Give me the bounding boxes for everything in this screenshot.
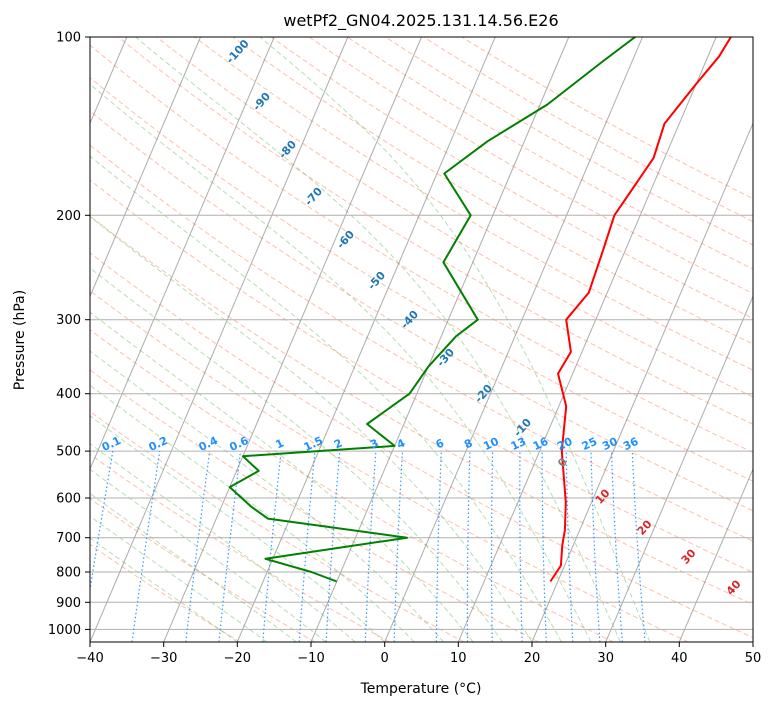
moist-adiabat (90, 155, 562, 642)
moist-adiabat (90, 443, 356, 642)
y-tick-label: 200 (56, 209, 81, 224)
moist-adiabat (90, 83, 592, 642)
isotherm-line (457, 37, 717, 642)
mixing-ratio-label: 25 (580, 435, 599, 453)
mixing-ratio-line (218, 451, 242, 642)
x-tick-label: 10 (450, 651, 467, 666)
dry-adiabat (90, 498, 315, 642)
y-tick-label: 700 (56, 531, 81, 546)
isotherm-line (605, 295, 753, 642)
moist-adiabat (90, 267, 503, 642)
isotherm-line (90, 37, 201, 298)
x-tick-label: 0 (381, 651, 389, 666)
moist-adiabat (90, 350, 444, 642)
y-axis-label: Pressure (hPa) (12, 290, 28, 390)
x-axis-label: Temperature (°C) (360, 681, 482, 697)
y-tick-label: 400 (56, 387, 81, 402)
mixing-ratio-label: 20 (555, 435, 575, 453)
mixing-ratio-line (90, 450, 114, 594)
dry-adiabat (90, 144, 753, 542)
x-tick-label: −40 (76, 651, 103, 666)
dry-adiabat (156, 37, 753, 398)
plot-area: 0.1 0.2 0.4 0.6 1 1.5 2 3 4 6 8 10 13 16 20 25 30 36-100-… (90, 37, 753, 642)
mixing-ratio-label: 30 (600, 435, 620, 453)
x-tick-label: 30 (597, 651, 614, 666)
isotherm-line (90, 37, 349, 642)
dry-adiabat (270, 37, 753, 320)
chart-title: wetPf2_GN04.2025.131.14.56.E26 (283, 11, 558, 31)
y-tick-label: 600 (56, 492, 81, 507)
x-tick-label: −20 (224, 651, 251, 666)
x-tick-label: 20 (524, 651, 541, 666)
mixing-ratio-label: 13 (509, 435, 528, 453)
mixing-ratio-line (631, 451, 646, 642)
mixing-ratio-line (185, 451, 211, 642)
temperature-profile-line (549, 37, 732, 583)
y-tick-label: 300 (56, 313, 81, 328)
dewpoint-profile-line (228, 37, 636, 583)
x-tick-label: 40 (671, 651, 688, 666)
moist-adiabat (90, 537, 238, 642)
moist-adiabat (90, 311, 474, 642)
y-tick-label: 1000 (48, 623, 81, 638)
y-axis: 100 200 300 400 500 600 700 800 900 1000 (48, 31, 90, 638)
moist-adiabat (90, 215, 533, 642)
moist-adiabat (90, 515, 268, 642)
dry-adiabat (90, 410, 465, 642)
mixing-ratio-label: 10 (481, 435, 501, 453)
dry-adiabat (90, 453, 390, 642)
mixing-ratio-line (298, 451, 316, 642)
dry-adiabat (90, 77, 753, 482)
y-tick-label: 500 (56, 445, 81, 460)
isotherm-line (531, 122, 753, 642)
moist-adiabat (135, 37, 621, 642)
isotherm-line (163, 37, 422, 642)
y-tick-label: 900 (56, 596, 81, 611)
x-tick-label: −30 (150, 651, 177, 666)
dry-adiabat (90, 369, 540, 642)
isotherm-line (384, 37, 643, 642)
dry-adiabat (90, 215, 753, 606)
dry-adiabat (90, 179, 753, 573)
mixing-ratio-line (131, 451, 161, 642)
isotherm-line (678, 467, 753, 642)
dry-adiabat (232, 37, 753, 345)
isotherm-line (90, 37, 275, 471)
mixing-ratio-label: 16 (531, 435, 551, 453)
isotherm-line (236, 37, 496, 642)
dry-adiabat (194, 37, 753, 371)
dry-adiabat (90, 110, 753, 512)
mixing-ratio-label: 36 (621, 435, 641, 453)
isotherm-line (310, 37, 570, 642)
moist-adiabat (90, 415, 386, 642)
dry-adiabat (90, 290, 689, 642)
x-tick-label: 50 (745, 651, 762, 666)
y-tick-label: 100 (56, 31, 81, 46)
x-tick-label: −10 (297, 651, 324, 666)
mixing-ratio-line (262, 451, 282, 642)
x-axis: −40 −30 −20 −10 0 10 20 30 40 50 (76, 642, 761, 666)
plot-frame (89, 36, 754, 643)
moist-adiabat (90, 468, 327, 642)
y-tick-label: 800 (56, 566, 81, 581)
